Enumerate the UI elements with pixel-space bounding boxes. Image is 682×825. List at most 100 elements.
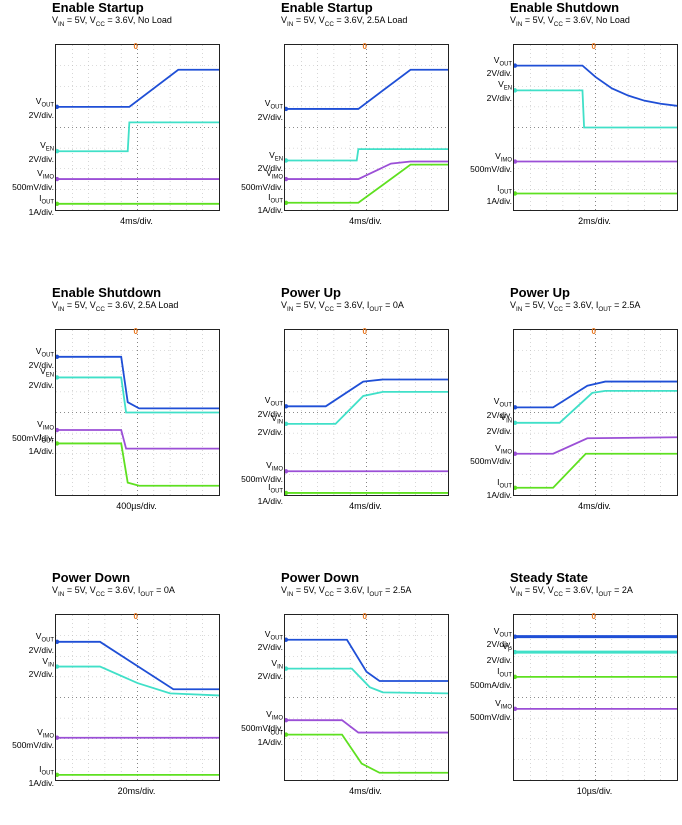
panel-conditions: VIN = 5V, VCC = 3.6V, IOUT = 2.5A (281, 585, 412, 598)
channel-name: IOUT (268, 191, 283, 205)
scope-panel: Enable Shutdown VIN = 5V, VCC = 3.6V, No … (458, 0, 682, 255)
trace-ven (285, 148, 448, 162)
scope-panel: Enable Startup VIN = 5V, VCC = 3.6V, No L… (0, 0, 228, 255)
channel-scale: 500mV/div. (470, 711, 512, 722)
channel-marker (56, 427, 60, 433)
panel-conditions: VIN = 5V, VCC = 3.6V, No Load (510, 15, 630, 28)
channel-scale: 2V/div. (28, 644, 54, 655)
channel-scale: 2V/div. (28, 359, 54, 370)
channel-name: VIMO (266, 168, 283, 181)
channel-scale: 1A/div. (257, 737, 283, 748)
trace-vout (285, 638, 448, 682)
trace-vout (56, 68, 219, 108)
channel-marker (56, 735, 60, 740)
channel-name: IOUT (39, 432, 54, 446)
channel-label-iout: IOUT 1A/div. (456, 476, 512, 501)
timebase-label: 4ms/div. (578, 501, 611, 511)
scope-screen (284, 329, 449, 496)
channel-scale: 2V/div. (257, 642, 283, 653)
channel-name: VIMO (495, 697, 512, 711)
channel-marker (514, 485, 518, 490)
channel-scale: 1A/div. (257, 205, 283, 216)
channel-label-vout: VOUT 2V/div. (0, 631, 54, 655)
trace-ven (56, 121, 219, 153)
channel-name: VEN (40, 366, 54, 380)
channel-marker (514, 191, 518, 196)
channel-scale: 1A/div. (486, 196, 512, 207)
channel-scale: 500mV/div. (470, 164, 512, 175)
channel-name: VOUT (493, 396, 512, 410)
channel-name: IOUT (497, 476, 512, 490)
channel-scale: 500mV/div. (470, 456, 512, 467)
channel-label-vin: VIN 2V/div. (227, 413, 283, 437)
channel-label-vout: VOUT 2V/div. (227, 629, 283, 653)
channel-scale: 2V/div. (257, 111, 283, 122)
channel-label-vout: VOUT 2V/div. (0, 95, 54, 120)
channel-marker (514, 674, 518, 680)
channel-scale: 1A/div. (28, 206, 54, 217)
channel-label-vimo: VIMO 500mV/div. (0, 169, 54, 192)
channel-marker (514, 706, 518, 712)
panel-title: Power Up (281, 285, 341, 300)
trace-vin (56, 665, 219, 697)
scope-screen (513, 614, 678, 781)
trace-vin (285, 667, 448, 695)
trace-ven (56, 376, 219, 414)
channel-scale: 2V/div. (257, 409, 283, 419)
channel-scale: 2V/div. (486, 93, 512, 104)
scope-plot (514, 45, 677, 210)
scope-screen (513, 329, 678, 496)
channel-label-vimo: VIMO 500mV/div. (456, 443, 512, 467)
channel-marker (56, 104, 60, 110)
trace-vimo (56, 429, 219, 450)
trace-iout (285, 163, 448, 204)
channel-scale: 2V/div. (486, 639, 512, 650)
trace-vout (56, 640, 219, 691)
channel-name: IOUT (268, 481, 283, 495)
channel-label-iout: IOUT 1A/div. (227, 724, 283, 748)
channel-label-iout: IOUT 1A/div. (0, 433, 54, 456)
channel-name: VIMO (266, 709, 283, 722)
channel-scale: 2V/div. (486, 410, 512, 421)
scope-plot (514, 330, 677, 495)
channel-scale: 2V/div. (257, 426, 283, 437)
channel-marker (56, 441, 60, 446)
channel-marker (285, 490, 289, 495)
scope-plot (285, 615, 448, 780)
channel-marker (285, 158, 289, 163)
channel-marker (285, 200, 289, 205)
scope-panel: Steady State VIN = 5V, VCC = 3.6V, IOUT =… (458, 570, 682, 825)
trigger-marker: 0 (133, 612, 138, 621)
channel-marker (285, 421, 289, 427)
channel-name: IOUT (497, 665, 512, 679)
trace-iout (285, 733, 448, 774)
channel-scale: 2V/div. (257, 163, 283, 174)
channel-scale: 500mV/div. (12, 740, 54, 751)
channel-marker (285, 106, 289, 112)
channel-name: VOUT (35, 95, 54, 109)
channel-label-vimo: VIMO 500mV/div. (456, 151, 512, 175)
channel-label-ven: VEN 2V/div. (227, 150, 283, 174)
channel-name: VIMO (37, 168, 54, 181)
scope-panel: Power Down VIN = 5V, VCC = 3.6V, IOUT = 0… (0, 570, 228, 825)
channel-marker (285, 176, 289, 182)
timebase-label: 20ms/div. (117, 786, 156, 796)
channel-label-vin: VIN 2V/div. (0, 656, 54, 680)
scope-plot (285, 45, 448, 210)
channel-marker (56, 375, 60, 380)
channel-label-vimo: VIMO 500mV/div. (456, 697, 512, 722)
scope-plot (56, 45, 219, 210)
channel-marker (514, 634, 518, 639)
scope-panel: Enable Startup VIN = 5V, VCC = 3.6V, 2.5A… (229, 0, 457, 255)
trigger-marker: 0 (362, 42, 367, 51)
timebase-label: 4ms/div. (349, 786, 382, 796)
timebase-label: 4ms/div. (120, 216, 153, 226)
channel-label-vout: VOUT 2V/div. (227, 396, 283, 419)
channel-marker (285, 732, 289, 737)
panel-conditions: VIN = 5V, VCC = 3.6V, IOUT = 0A (52, 585, 175, 598)
channel-label-vp: VP 2V/div. (456, 642, 512, 665)
channel-label-iout: IOUT 1A/div. (227, 191, 283, 216)
channel-name: VIN (271, 657, 283, 671)
panel-conditions: VIN = 5V, VCC = 3.6V, IOUT = 0A (281, 300, 404, 313)
channel-name: VIMO (266, 460, 283, 473)
